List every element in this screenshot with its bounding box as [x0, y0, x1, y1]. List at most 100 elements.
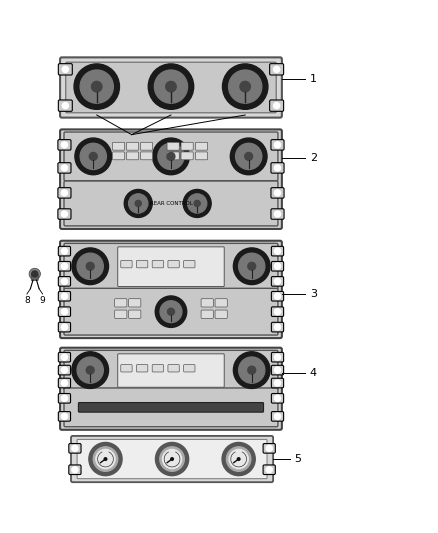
FancyBboxPatch shape [58, 411, 71, 421]
FancyBboxPatch shape [272, 365, 284, 375]
FancyBboxPatch shape [58, 307, 71, 317]
Circle shape [275, 165, 281, 171]
Circle shape [167, 308, 174, 315]
Circle shape [275, 354, 281, 360]
FancyBboxPatch shape [272, 292, 284, 301]
Circle shape [194, 200, 200, 206]
Circle shape [72, 248, 109, 285]
Circle shape [275, 324, 281, 330]
Circle shape [80, 143, 106, 169]
Circle shape [135, 200, 141, 206]
FancyBboxPatch shape [263, 443, 276, 453]
FancyBboxPatch shape [77, 439, 267, 479]
Circle shape [275, 248, 281, 254]
FancyBboxPatch shape [272, 262, 284, 271]
FancyBboxPatch shape [58, 100, 72, 111]
FancyBboxPatch shape [271, 188, 284, 198]
Circle shape [223, 64, 268, 109]
Circle shape [230, 138, 267, 175]
FancyBboxPatch shape [141, 142, 152, 150]
Circle shape [233, 248, 270, 285]
Circle shape [62, 102, 68, 109]
FancyBboxPatch shape [195, 142, 208, 150]
Circle shape [61, 248, 67, 254]
Circle shape [96, 449, 115, 469]
Circle shape [275, 190, 281, 196]
FancyBboxPatch shape [272, 352, 284, 362]
FancyBboxPatch shape [60, 130, 282, 229]
Circle shape [61, 142, 67, 148]
Circle shape [171, 458, 173, 461]
FancyBboxPatch shape [263, 465, 276, 474]
FancyBboxPatch shape [127, 152, 139, 160]
FancyBboxPatch shape [58, 140, 71, 150]
FancyBboxPatch shape [152, 365, 163, 372]
FancyBboxPatch shape [58, 352, 71, 362]
FancyBboxPatch shape [58, 163, 71, 173]
Circle shape [62, 66, 68, 72]
Circle shape [155, 442, 189, 475]
Circle shape [61, 367, 67, 373]
Circle shape [236, 143, 262, 169]
FancyBboxPatch shape [60, 348, 282, 430]
FancyBboxPatch shape [58, 277, 71, 286]
FancyBboxPatch shape [121, 365, 132, 372]
Circle shape [89, 442, 122, 475]
Circle shape [239, 357, 265, 383]
FancyBboxPatch shape [272, 393, 284, 403]
FancyBboxPatch shape [270, 100, 284, 111]
Circle shape [266, 445, 272, 451]
Circle shape [229, 70, 262, 103]
FancyBboxPatch shape [127, 142, 139, 150]
FancyBboxPatch shape [167, 152, 179, 160]
FancyBboxPatch shape [71, 436, 273, 482]
Circle shape [124, 190, 152, 217]
Circle shape [167, 152, 175, 160]
FancyBboxPatch shape [181, 152, 193, 160]
Text: 7: 7 [128, 137, 135, 147]
Circle shape [229, 449, 248, 469]
Circle shape [233, 352, 270, 389]
Circle shape [61, 263, 67, 269]
Circle shape [61, 309, 67, 314]
Text: 9: 9 [40, 296, 46, 305]
FancyBboxPatch shape [60, 58, 282, 118]
Circle shape [32, 271, 38, 277]
Circle shape [61, 324, 67, 330]
Circle shape [275, 293, 281, 300]
Circle shape [104, 458, 107, 461]
Circle shape [239, 253, 265, 279]
FancyBboxPatch shape [129, 310, 141, 318]
FancyBboxPatch shape [272, 322, 284, 332]
Circle shape [155, 296, 187, 327]
FancyBboxPatch shape [184, 365, 195, 372]
Circle shape [274, 102, 280, 109]
Circle shape [245, 152, 253, 160]
FancyBboxPatch shape [64, 132, 278, 181]
Circle shape [275, 367, 281, 373]
Circle shape [187, 194, 207, 213]
Circle shape [61, 380, 67, 386]
FancyBboxPatch shape [58, 262, 71, 271]
FancyBboxPatch shape [31, 274, 38, 280]
Text: 5: 5 [294, 454, 301, 464]
Circle shape [222, 442, 255, 475]
Text: 3: 3 [310, 289, 317, 299]
FancyBboxPatch shape [270, 63, 284, 75]
FancyBboxPatch shape [272, 378, 284, 388]
Circle shape [248, 262, 256, 270]
Text: 8: 8 [24, 296, 30, 305]
Circle shape [160, 447, 184, 471]
Circle shape [240, 82, 251, 92]
FancyBboxPatch shape [115, 298, 127, 307]
Circle shape [166, 82, 176, 92]
FancyBboxPatch shape [58, 188, 71, 198]
Circle shape [80, 70, 113, 103]
Circle shape [160, 301, 182, 322]
Circle shape [162, 449, 182, 469]
FancyBboxPatch shape [195, 152, 208, 160]
FancyBboxPatch shape [201, 310, 213, 318]
Circle shape [92, 82, 102, 92]
Circle shape [274, 66, 280, 72]
FancyBboxPatch shape [137, 365, 148, 372]
